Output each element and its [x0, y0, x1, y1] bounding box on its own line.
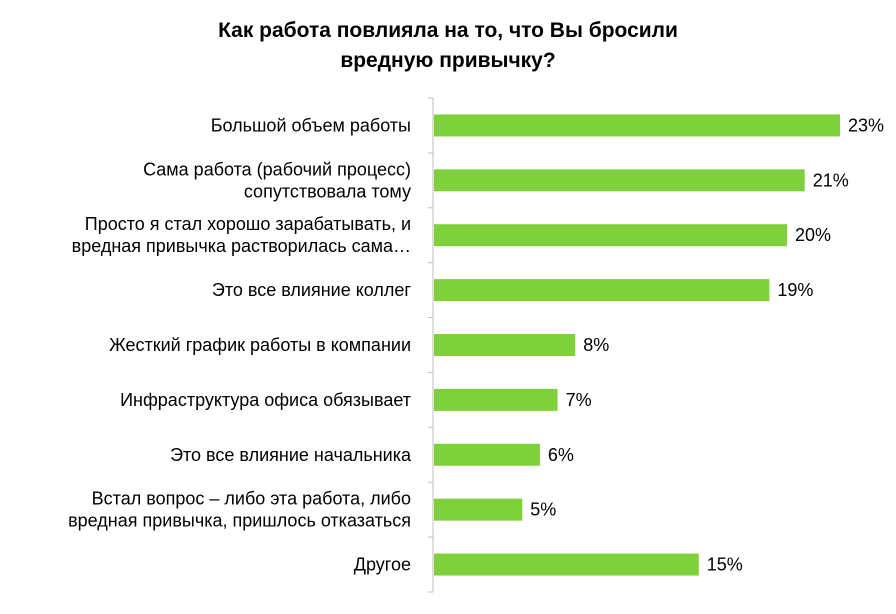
category-label-3-line-1: Просто я стал хорошо зарабатывать, и [85, 214, 411, 234]
data-label-5: 8% [583, 335, 609, 355]
data-label-3: 20% [795, 225, 831, 245]
category-label-6: Инфраструктура офиса обязывает [120, 390, 411, 410]
data-label-1: 23% [848, 115, 884, 135]
category-label-2-line-1: Сама работа (рабочий процесс) [143, 159, 411, 179]
category-label-4: Это все влияние коллег [212, 280, 412, 300]
bar-5 [434, 334, 576, 356]
category-label-3-line-2: вредная привычка растворилась сама… [72, 236, 411, 256]
category-label-5: Жесткий график работы в компании [109, 335, 411, 355]
category-label-7: Это все влияние начальника [170, 445, 412, 465]
bar-3 [434, 224, 788, 247]
bar-1 [434, 114, 840, 137]
data-label-4: 19% [777, 280, 813, 300]
chart-title-line-2: вредную привычку? [340, 49, 555, 72]
bar-4 [434, 279, 770, 302]
data-label-6: 7% [566, 390, 592, 410]
plot-area: 23% Большой объем работы 21% Сама работа (р… [68, 97, 884, 593]
category-label-8-line-2: вредная привычка, пришлось отказаться [68, 511, 411, 531]
chart-title-line-1: Как работа повлияла на то, что Вы бросил… [218, 19, 678, 42]
bar-9 [434, 553, 699, 576]
bar-7 [434, 443, 540, 466]
data-label-9: 15% [707, 555, 743, 575]
data-label-7: 6% [548, 445, 574, 465]
category-label-9: Другое [354, 555, 411, 575]
category-label-1: Большой объем работы [211, 115, 411, 135]
bar-8 [434, 498, 523, 521]
data-label-2: 21% [813, 170, 849, 190]
data-label-8: 5% [530, 500, 556, 520]
bar-2 [434, 169, 805, 192]
category-label-8-line-1: Встал вопрос – либо эта работа, либо [92, 489, 411, 509]
category-label-2-line-2: сопутствовала тому [244, 181, 411, 201]
bar-6 [434, 388, 558, 411]
